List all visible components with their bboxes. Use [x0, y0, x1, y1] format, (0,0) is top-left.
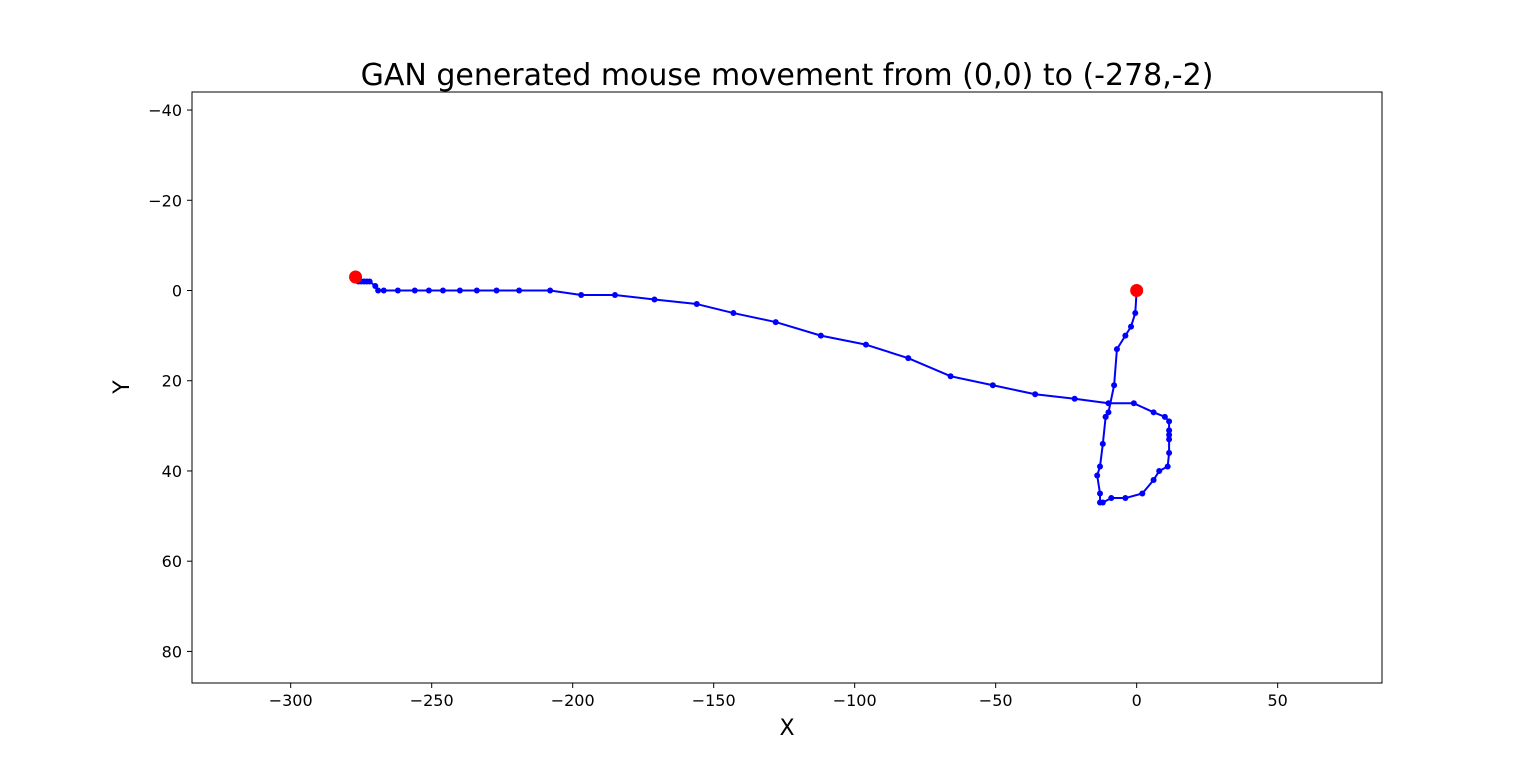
data-point: [693, 301, 700, 308]
y-tick-label: −40: [148, 101, 182, 120]
data-point: [380, 287, 387, 294]
y-tick-label: 20: [162, 372, 182, 391]
x-tick-label: −250: [410, 691, 454, 710]
data-point: [1105, 400, 1112, 407]
x-tick-label: 50: [1267, 691, 1287, 710]
x-tick-label: −50: [979, 691, 1013, 710]
data-point: [989, 382, 996, 389]
start-point-marker: [1130, 284, 1144, 298]
data-point: [1122, 332, 1129, 339]
data-point: [1128, 323, 1135, 330]
data-point: [547, 287, 554, 294]
data-point: [516, 287, 523, 294]
data-point: [817, 332, 824, 339]
data-point: [425, 287, 432, 294]
chart-title: GAN generated mouse movement from (0,0) …: [361, 58, 1214, 93]
data-point: [456, 287, 463, 294]
data-point: [1071, 395, 1078, 402]
data-point: [411, 287, 418, 294]
data-point: [1130, 400, 1137, 407]
data-point: [578, 292, 585, 299]
data-point: [1139, 490, 1146, 497]
data-point: [375, 287, 382, 294]
series-line: [354, 276, 1171, 504]
data-point: [1111, 382, 1118, 389]
data-point: [1108, 495, 1115, 502]
endpoint-markers: [349, 270, 1144, 298]
data-point: [1156, 467, 1163, 474]
data-point: [1032, 391, 1039, 398]
plot-series: [352, 273, 1173, 506]
data-point: [1166, 431, 1173, 438]
x-tick-label: −100: [833, 691, 877, 710]
y-axis-label: Y: [110, 380, 135, 395]
data-point: [1166, 427, 1173, 434]
data-point: [1102, 413, 1109, 420]
y-tick-label: 80: [162, 642, 182, 661]
x-tick-label: −300: [269, 691, 313, 710]
data-point: [651, 296, 658, 303]
plot-area-frame: [191, 91, 1383, 684]
data-point: [905, 355, 912, 362]
data-point: [1150, 476, 1157, 483]
x-axis: −300 −250 −200 −150 −100 −50 0 50: [269, 683, 1288, 710]
data-point: [1132, 310, 1139, 317]
data-point: [1099, 499, 1106, 506]
data-point: [947, 373, 954, 380]
data-point: [1166, 449, 1173, 456]
y-tick-label: 60: [162, 552, 182, 571]
data-point: [862, 341, 869, 348]
data-point: [611, 292, 618, 299]
end-point-marker: [349, 270, 363, 284]
data-point: [372, 282, 379, 289]
data-point: [473, 287, 480, 294]
data-point: [772, 319, 779, 326]
data-point: [1105, 409, 1112, 416]
y-axis: −40 −20 0 20 40 60 80: [148, 101, 192, 661]
data-point: [1099, 440, 1106, 447]
y-tick-label: −20: [148, 191, 182, 210]
data-point: [1097, 463, 1104, 470]
data-point: [439, 287, 446, 294]
y-tick-label: 40: [162, 462, 182, 481]
x-tick-label: 0: [1132, 691, 1142, 710]
data-point: [1166, 436, 1173, 443]
data-point: [1097, 490, 1104, 497]
data-point: [1150, 409, 1157, 416]
x-tick-label: −200: [551, 691, 595, 710]
data-point: [1113, 346, 1120, 353]
data-point: [394, 287, 401, 294]
x-axis-label: X: [779, 716, 794, 741]
data-point: [730, 310, 737, 317]
data-point: [493, 287, 500, 294]
data-point: [1166, 418, 1173, 425]
x-tick-label: −150: [692, 691, 736, 710]
data-point: [1161, 413, 1168, 420]
y-tick-label: 0: [172, 282, 182, 301]
data-point: [1122, 495, 1129, 502]
data-point: [1094, 472, 1101, 479]
data-point: [1164, 463, 1171, 470]
